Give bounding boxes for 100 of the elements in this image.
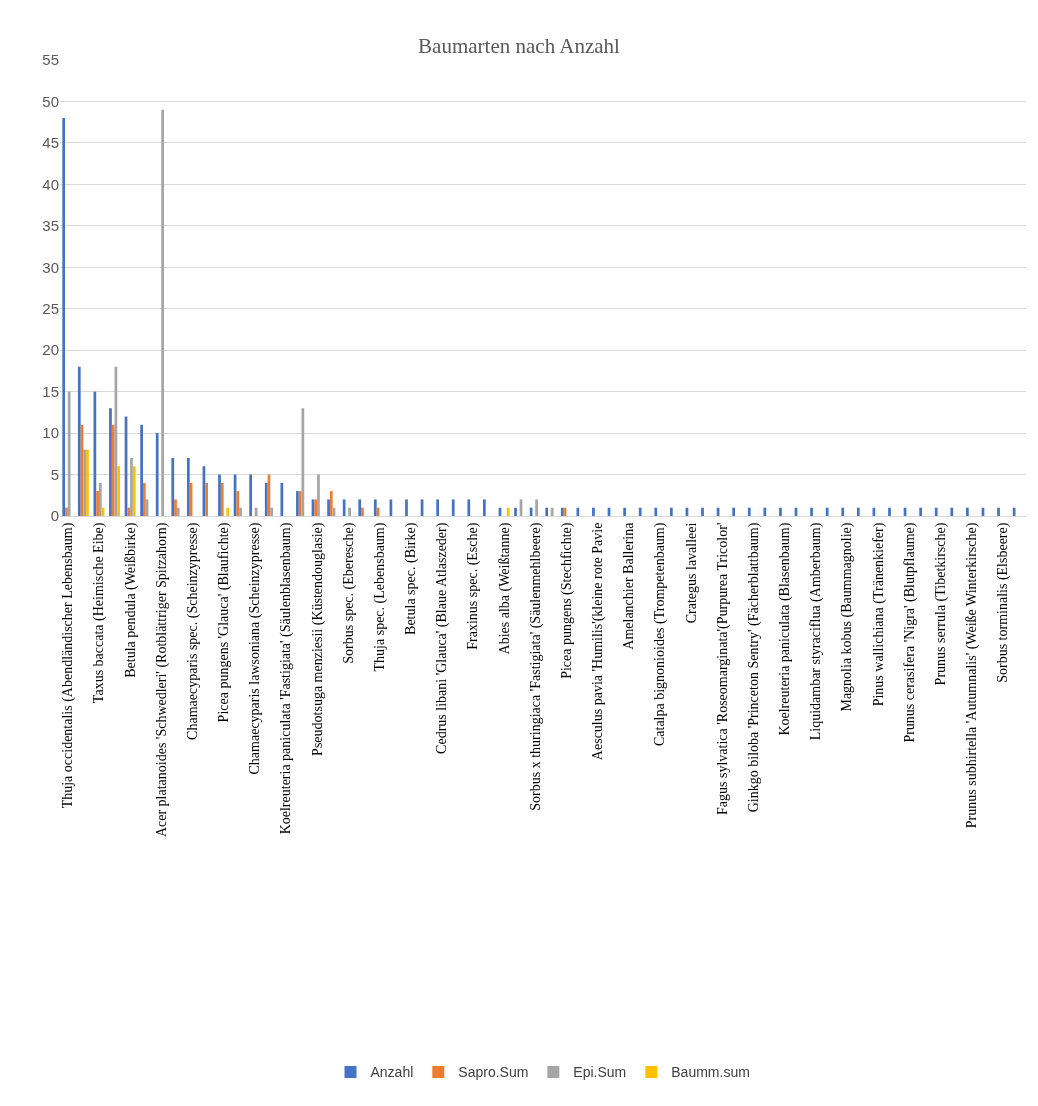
x-tick-label: Sorbus x thuringiaca 'Fastigiata' (Säulenmehlbeere)	[527, 522, 544, 811]
bar	[142, 482, 146, 516]
bar	[638, 507, 642, 516]
x-tick-label: Koelreuteria paniculata (Blasenbaum)	[777, 522, 794, 736]
bar	[186, 457, 190, 516]
bar	[405, 499, 408, 516]
bar	[997, 507, 1000, 516]
bar	[67, 391, 71, 516]
bar	[117, 466, 120, 516]
bar	[654, 507, 658, 516]
x-tick-label: Taxus baccata (Heimische Eibe)	[91, 522, 108, 704]
legend-label: Anzahl	[370, 1064, 414, 1081]
bar	[220, 482, 224, 516]
y-tick-label: 20	[42, 341, 59, 359]
x-tick-label: Chamaecyparis spec. (Scheinzypresse)	[184, 522, 201, 740]
bar	[514, 507, 517, 516]
x-tick-label: Liquidambar styraciflua (Amberbaum)	[808, 522, 825, 741]
bar	[348, 507, 351, 516]
y-tick-label: 50	[42, 92, 59, 110]
y-tick-label: 45	[42, 134, 59, 152]
x-tick-label: Picea pungens (Stechfichte)	[558, 522, 575, 679]
bar	[506, 507, 510, 516]
x-tick-label: Prunus subhirtella 'Autumnalis' (Weiße Winterkirsche)	[964, 522, 981, 829]
x-tick-label: Abies alba (Weißtanne)	[496, 522, 513, 655]
bar	[174, 499, 177, 516]
bar	[358, 499, 362, 516]
bar	[934, 507, 938, 516]
x-tick-label: Fraxinus spec. (Esche)	[465, 522, 482, 650]
bar	[701, 507, 704, 516]
bar	[950, 507, 954, 516]
bar	[966, 507, 969, 516]
bar	[763, 507, 767, 516]
bar	[779, 507, 782, 516]
y-tick-label: 30	[42, 258, 59, 276]
bar	[205, 482, 209, 516]
bar	[127, 507, 131, 516]
bar	[249, 474, 253, 516]
legend-label: Epi.Sum	[573, 1064, 627, 1081]
bar	[856, 507, 860, 516]
bar	[545, 507, 549, 516]
x-tick-label: Prunus cerasifera 'Nigra' (Blutpflaume)	[901, 522, 918, 743]
y-tick-label: 40	[42, 175, 59, 193]
bar	[111, 424, 115, 516]
bar	[483, 499, 486, 516]
x-tick-label: Crategus lavalleei	[683, 522, 699, 624]
bar	[919, 507, 922, 516]
x-tick-label: Ginkgo biloba 'Princeton Sentry' (Fächerblattbaum)	[745, 522, 762, 813]
y-tick-label: 0	[50, 507, 59, 525]
y-tick-label: 35	[42, 217, 59, 235]
bar	[98, 482, 102, 516]
x-tick-label: Sorbus torminalis (Elsbeere)	[995, 522, 1012, 683]
x-tick-label: Fagus sylvatica 'Roseomarginata'(Purpurea Tricolor'	[714, 522, 731, 815]
x-tick-label: Betula pendula (Weißbirke)	[122, 522, 139, 678]
bar	[62, 118, 66, 516]
x-tick-label: Picea pungens 'Glauca' (Blaufichte)	[216, 522, 233, 723]
bar	[280, 482, 284, 516]
bar	[327, 499, 330, 516]
y-tick-label: 15	[42, 382, 59, 400]
x-tick-label: Chamaecyparis lawsoniana (Scheinzypresse)	[247, 522, 264, 775]
bar	[623, 507, 626, 516]
bar	[239, 507, 242, 516]
y-tick-label: 10	[42, 424, 59, 442]
x-tick-label: Pinus wallichiana (Tränenkiefer)	[870, 522, 887, 707]
bar	[451, 499, 455, 516]
bar	[747, 507, 751, 516]
x-tick-label: Acer platanoides 'Schwedleri' (Rotblättriger Spitzahorn)	[153, 522, 170, 838]
bar	[226, 507, 230, 516]
bar	[109, 408, 112, 516]
bar	[155, 433, 159, 516]
bar	[342, 499, 346, 516]
bar	[550, 507, 554, 516]
bar	[77, 366, 81, 516]
x-tick-label: Amelanchier Ballerina	[621, 521, 637, 650]
bar	[373, 499, 377, 516]
x-tick-label: Pseudotsuga menziesii (Küstendouglasie)	[309, 522, 326, 756]
y-tick-label: 5	[50, 465, 59, 483]
bar	[96, 491, 99, 516]
bar	[270, 507, 274, 516]
x-tick-label: Thuja occidentalis (Abendländischer Lebensbaum)	[60, 522, 77, 809]
bar	[592, 507, 595, 516]
x-tick-label: Thuja spec. (Lebensbaum)	[371, 522, 388, 672]
bar	[317, 474, 320, 516]
bar	[130, 457, 133, 516]
x-tick-label: Koelreuteria paniculata 'Fastigiata' (Säulenblasenbaum)	[278, 522, 295, 835]
bar	[264, 482, 268, 516]
bar	[218, 474, 221, 516]
legend-label: Sapro.Sum	[458, 1064, 529, 1081]
bar	[436, 499, 439, 516]
x-tick-label: Magnolia kobus (Baummagnolie)	[839, 522, 856, 712]
bar	[329, 491, 333, 516]
bar	[888, 507, 891, 516]
y-tick-label: 25	[42, 299, 59, 317]
bar	[669, 507, 673, 516]
chart-title: Baumarten nach Anzahl	[418, 34, 621, 59]
x-tick-label: Betula spec. (Birke)	[403, 522, 420, 635]
bar	[467, 499, 471, 516]
x-tick-label: Catalpa bignonioides (Trompetenbaum)	[652, 522, 669, 747]
legend-label: Baumm.sum	[671, 1064, 750, 1081]
bar	[171, 457, 175, 516]
x-tick-label: Prunus serrula (Tibetkirsche)	[932, 522, 949, 686]
